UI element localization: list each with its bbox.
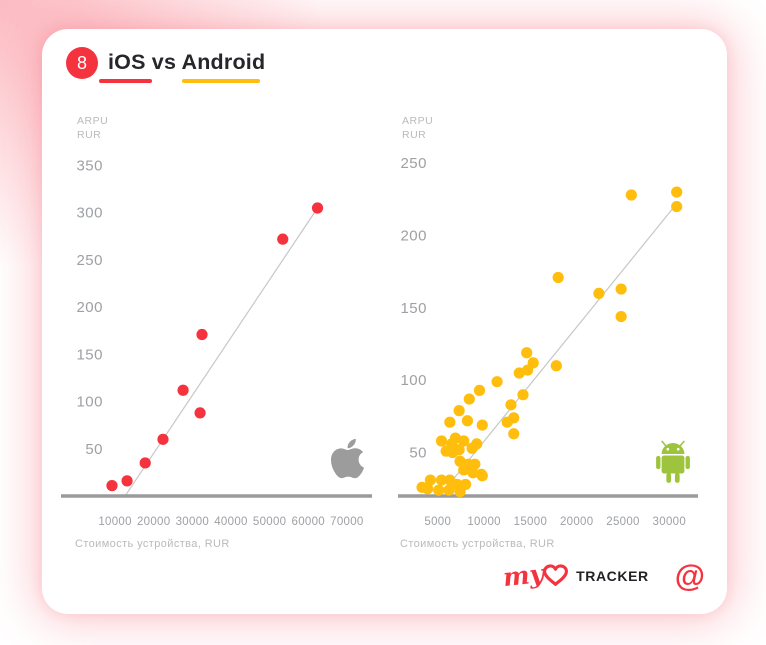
- svg-text:150: 150: [400, 300, 427, 317]
- svg-text:100: 100: [400, 372, 427, 389]
- ios-underline: [99, 79, 152, 83]
- ios-scatter-chart: ARPU RUR 50 100 150 200 250 300 350 10000 20000 3…: [60, 110, 390, 590]
- svg-text:50: 50: [85, 441, 103, 458]
- svg-text:20000: 20000: [560, 516, 593, 528]
- svg-text:200: 200: [76, 299, 103, 316]
- slide-number-badge: 8: [66, 47, 98, 79]
- y-axis-label: ARPU RUR: [402, 115, 434, 141]
- svg-text:50000: 50000: [253, 516, 286, 528]
- svg-text:40000: 40000: [214, 516, 247, 528]
- x-axis-label: Стоимость устройства, RUR: [75, 538, 230, 550]
- mytracker-logo-tracker: TRACKER: [576, 567, 649, 584]
- scatter-plot-ios: 50 100 150 200 250 300 350 10000 20000 30000 40000…: [61, 157, 372, 528]
- svg-text:200: 200: [400, 228, 427, 245]
- scatter-plot-android: 50 100 150 200 250 5000 10000 15000 20000 25000 30…: [398, 155, 698, 528]
- y-axis-label: ARPU RUR: [77, 115, 109, 141]
- svg-text:25000: 25000: [606, 516, 639, 528]
- android-underline: [182, 79, 260, 83]
- heart-icon: [543, 564, 569, 586]
- svg-text:10000: 10000: [467, 516, 500, 528]
- svg-text:10000: 10000: [98, 516, 131, 528]
- apple-logo-icon: [330, 438, 365, 479]
- svg-text:250: 250: [76, 252, 103, 269]
- svg-text:70000: 70000: [330, 516, 363, 528]
- mytracker-logo-my: my: [501, 558, 546, 593]
- svg-text:30000: 30000: [653, 516, 686, 528]
- svg-text:30000: 30000: [176, 516, 209, 528]
- svg-text:300: 300: [76, 205, 103, 222]
- slide-title: iOS vs Android: [108, 50, 266, 74]
- svg-text:100: 100: [76, 394, 103, 411]
- svg-text:60000: 60000: [292, 516, 325, 528]
- svg-text:20000: 20000: [137, 516, 170, 528]
- svg-text:150: 150: [76, 346, 103, 363]
- svg-text:5000: 5000: [424, 516, 451, 528]
- svg-text:50: 50: [409, 445, 427, 462]
- android-scatter-chart: ARPU RUR 50 100 150 200 250 5000 10000 15000 200…: [385, 110, 715, 590]
- svg-text:350: 350: [76, 157, 103, 174]
- slide-card: 8 iOS vs Android ARPU RUR 50 100 150 200 250…: [42, 29, 727, 614]
- x-axis-label: Стоимость устройства, RUR: [400, 538, 555, 550]
- mailru-at-icon: @: [674, 558, 705, 593]
- brand-footer: my TRACKER @: [501, 558, 705, 593]
- android-robot-icon: [656, 440, 690, 483]
- svg-text:250: 250: [400, 155, 427, 172]
- svg-text:15000: 15000: [514, 516, 547, 528]
